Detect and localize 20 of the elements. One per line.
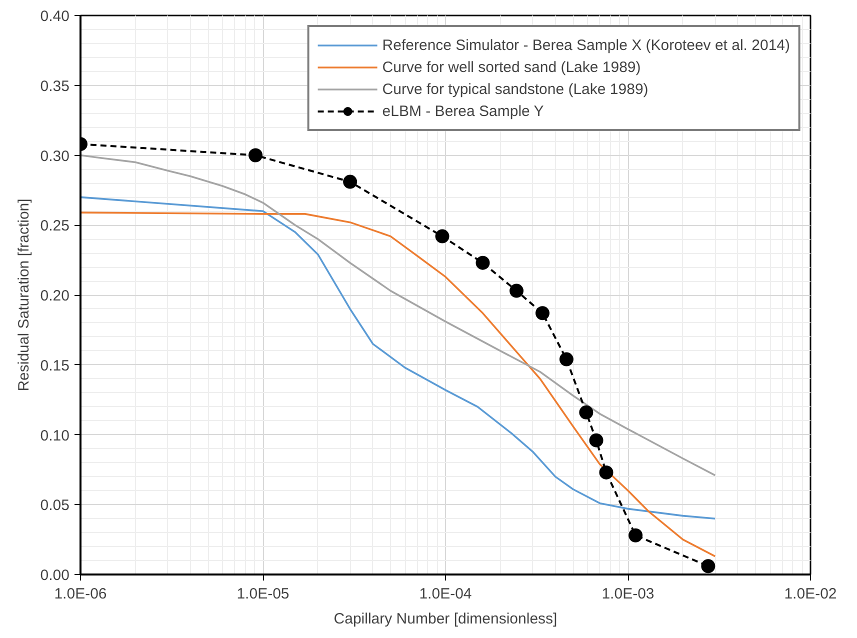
y-tick-label: 0.25 bbox=[40, 218, 70, 235]
y-tick-label: 0.15 bbox=[40, 357, 70, 374]
y-tick-label: 0.05 bbox=[40, 497, 70, 514]
y-tick-label: 0.35 bbox=[40, 78, 70, 95]
y-tick-label: 0.30 bbox=[40, 148, 70, 165]
x-axis-title: Capillary Number [dimensionless] bbox=[334, 610, 558, 628]
x-tick-label: 1.0E-03 bbox=[602, 586, 654, 602]
x-tick-label: 1.0E-04 bbox=[419, 586, 472, 602]
legend-label: Curve for well sorted sand (Lake 1989) bbox=[382, 58, 641, 76]
y-axis-title: Residual Saturation [fraction] bbox=[15, 198, 32, 392]
legend-label: eLBM - Berea Sample Y bbox=[382, 102, 544, 120]
legend-label: Curve for typical sandstone (Lake 1989) bbox=[382, 80, 648, 98]
x-tick-label: 1.0E-02 bbox=[784, 586, 837, 602]
y-tick-label: 0.20 bbox=[40, 288, 70, 304]
x-tick-label: 1.0E-06 bbox=[54, 586, 107, 602]
legend-label: Reference Simulator - Berea Sample X (Koroteev et al. 2014) bbox=[382, 36, 790, 54]
y-tick-label: 0.00 bbox=[40, 567, 70, 584]
y-tick-label: 0.40 bbox=[40, 8, 70, 25]
x-tick-label: 1.0E-05 bbox=[236, 586, 290, 602]
y-tick-label: 0.10 bbox=[40, 427, 70, 444]
